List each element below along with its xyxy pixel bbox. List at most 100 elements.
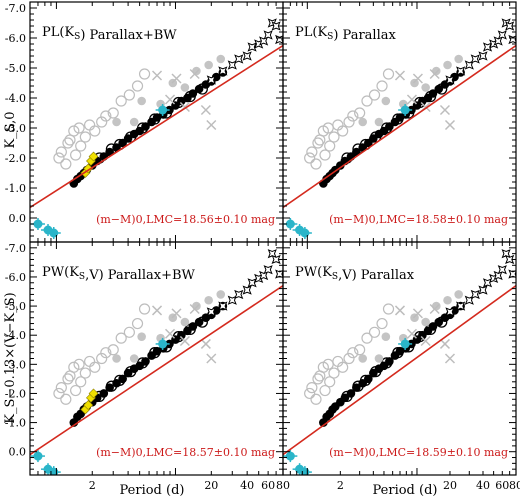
- fit-line: [283, 285, 516, 456]
- data-point-grey-cross: [200, 104, 211, 116]
- data-point-open-star: [234, 54, 244, 64]
- data-point-filled-grey: [192, 66, 201, 76]
- data-point-open-black: [114, 374, 126, 386]
- data-point-open-grey: [70, 384, 82, 397]
- y-tick-label: -6.0: [5, 271, 26, 284]
- data-point-open-grey: [131, 317, 144, 330]
- data-point-open-grey: [123, 326, 135, 338]
- data-point-filled-grey: [443, 295, 452, 305]
- x-tick-label: 20: [443, 479, 457, 492]
- data-point-open-star: [227, 60, 237, 70]
- data-point-open-black: [370, 131, 382, 143]
- data-point-open-grey: [55, 382, 67, 394]
- x-tick-label: 20: [204, 479, 218, 492]
- data-point-open-star: [445, 75, 455, 85]
- data-point-open-grey: [115, 332, 127, 344]
- data-point-grey-cross: [394, 70, 406, 81]
- data-point-open-star: [456, 66, 466, 76]
- data-point-open-grey: [75, 140, 87, 152]
- chart-panel-top-left: PL(KS) Parallax+BW (m−M)0,LMC=18.56±0.10 …: [5, 1, 284, 243]
- data-point-filled-black: [194, 317, 204, 327]
- data-point-grey-cross: [429, 68, 440, 80]
- data-point-grey-cross: [429, 303, 440, 315]
- data-point-open-grey: [115, 95, 127, 107]
- data-point-grey-cross: [412, 308, 423, 319]
- data-point-grey-cross: [412, 73, 423, 84]
- data-point-open-grey: [361, 332, 373, 344]
- x-tick-label: 80: [276, 479, 290, 492]
- data-point-filled-grey: [112, 117, 121, 127]
- data-point-open-grey: [53, 387, 65, 400]
- x-axis-label-left: Period (d): [120, 483, 185, 498]
- data-point-open-grey: [337, 125, 349, 137]
- data-point-open-grey: [60, 158, 72, 170]
- data-point-open-black: [184, 323, 196, 336]
- y-tick-label: -1.0: [5, 417, 26, 430]
- data-point-open-black: [392, 113, 404, 125]
- data-point-open-grey: [312, 137, 324, 149]
- data-point-open-star: [445, 307, 455, 317]
- data-point-open-grey: [138, 303, 151, 315]
- data-point-open-star: [275, 34, 283, 45]
- data-point-open-black: [392, 347, 404, 359]
- chart-panel-top-right: PL(KS) Parallax (m−M)0,LMC=18.58±0.10 mag: [282, 1, 517, 243]
- data-point-open-grey: [75, 376, 87, 388]
- data-point-open-grey: [376, 317, 388, 330]
- data-point-cyan: [158, 105, 168, 115]
- data-point-open-grey: [324, 376, 336, 388]
- data-point-open-grey: [310, 158, 322, 170]
- data-point-grey-cross: [444, 119, 456, 131]
- y-tick-label: -2.0: [5, 387, 26, 400]
- data-point-yellow: [88, 388, 99, 399]
- data-point-open-star: [497, 265, 507, 275]
- fit-line: [283, 44, 516, 209]
- data-point-open-star: [247, 42, 257, 52]
- y-tick-label: -7.0: [5, 2, 26, 15]
- data-point-open-grey: [324, 140, 336, 152]
- panel-title-part: K: [64, 25, 74, 40]
- data-point-open-star: [501, 249, 511, 259]
- data-point-open-star: [218, 66, 228, 76]
- fit-line: [30, 285, 283, 456]
- x-tick-label: 40: [240, 479, 254, 492]
- data-point-open-star: [271, 21, 281, 31]
- data-point-cyan: [33, 219, 43, 229]
- data-point-grey-cross: [189, 303, 200, 315]
- data-point-open-grey: [310, 393, 322, 405]
- data-point-open-grey: [368, 89, 381, 101]
- y-tick-label: -6.0: [5, 32, 26, 45]
- data-point-open-grey: [55, 146, 67, 158]
- y-tick-label: -7.0: [5, 242, 26, 255]
- data-point-open-star: [505, 254, 515, 265]
- data-point-yellow: [88, 151, 99, 162]
- data-point-filled-grey: [443, 60, 452, 70]
- data-point-open-star: [259, 270, 269, 281]
- data-point-open-star: [478, 51, 488, 61]
- data-point-open-grey: [96, 116, 108, 128]
- data-point-open-star: [234, 289, 244, 299]
- data-point-open-black: [436, 83, 448, 95]
- data-point-open-grey: [306, 146, 318, 158]
- data-point-open-grey: [100, 110, 112, 122]
- data-point-open-grey: [70, 149, 82, 161]
- data-point-open-grey: [328, 131, 340, 143]
- data-point-filled-grey: [358, 117, 368, 127]
- data-point-open-grey: [376, 80, 388, 92]
- data-point-open-star: [470, 289, 480, 299]
- data-point-open-star: [263, 265, 273, 275]
- data-point-open-grey: [107, 107, 119, 119]
- data-point-open-grey: [123, 89, 135, 101]
- data-point-open-grey: [312, 373, 324, 385]
- data-point-grey-cross: [406, 328, 417, 339]
- data-point-cyan: [400, 339, 410, 349]
- y-tick-label: -4.0: [5, 329, 26, 342]
- panel-title-part: S: [332, 272, 338, 282]
- panel-frame: [282, 241, 517, 476]
- data-point-filled-grey: [431, 301, 441, 311]
- panel-title: PW(KS,V) Parallax+BW: [42, 265, 196, 283]
- data-point-open-black: [149, 113, 161, 125]
- panel-title: PW(KS,V) Parallax: [295, 265, 415, 283]
- panel-title: PL(KS) Parallax+BW: [42, 25, 177, 43]
- data-point-open-black: [149, 347, 161, 359]
